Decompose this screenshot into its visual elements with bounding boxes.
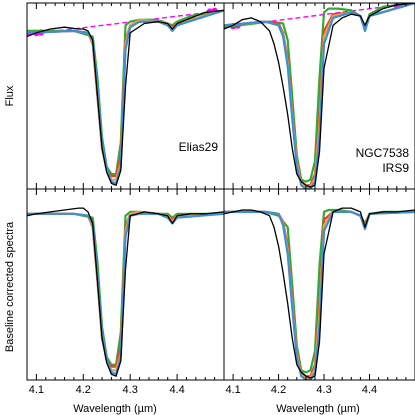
x-tick-label: 4.2 bbox=[271, 384, 286, 396]
source-label: NGC7538 bbox=[356, 146, 410, 160]
plot-area bbox=[224, 207, 415, 380]
axes-frame bbox=[223, 188, 415, 381]
panel-bottom-right: 4.1 4.2 4.3 4.4 bbox=[223, 188, 415, 396]
y-axis-label-flux: Flux bbox=[4, 85, 16, 106]
panel-top-left: Elias29 bbox=[26, 2, 225, 190]
panel-bottom-left: 4.1 4.2 4.3 4.4 bbox=[26, 188, 225, 396]
x-tick-label: 4.3 bbox=[316, 384, 331, 396]
y-axis-label-baseline-corrected: Baseline corrected spectra bbox=[4, 221, 16, 352]
x-axis-label-left: Wavelength (µm) bbox=[73, 403, 157, 415]
x-tick-label: 4.2 bbox=[76, 384, 91, 396]
series-line-model-orange bbox=[224, 210, 415, 380]
x-axis-label-right: Wavelength (µm) bbox=[276, 403, 360, 415]
series-line-model-blue bbox=[27, 212, 224, 376]
x-tick-label: 4.4 bbox=[169, 384, 184, 396]
plot-area bbox=[27, 207, 224, 377]
x-tick-label: 4.3 bbox=[123, 384, 138, 396]
plot-area bbox=[224, 3, 415, 189]
source-label: IRS9 bbox=[382, 161, 409, 175]
series-line-observed bbox=[224, 3, 415, 188]
x-tick-label: 4.1 bbox=[29, 384, 44, 396]
plot-area bbox=[27, 7, 224, 186]
series-line-observed bbox=[27, 9, 224, 186]
series-line-observed bbox=[27, 207, 224, 377]
x-tick-label: 4.1 bbox=[225, 384, 240, 396]
source-label: Elias29 bbox=[179, 140, 219, 154]
x-tick-label: 4.4 bbox=[362, 384, 377, 396]
series-line-model-blue bbox=[224, 210, 415, 380]
series-line-observed bbox=[224, 207, 415, 379]
